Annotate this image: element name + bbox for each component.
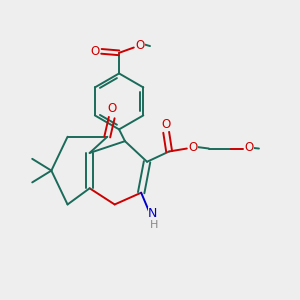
Text: O: O <box>244 141 254 154</box>
Text: O: O <box>189 141 198 154</box>
Text: O: O <box>107 102 116 115</box>
Text: O: O <box>90 45 100 58</box>
Text: H: H <box>150 220 158 230</box>
Text: N: N <box>148 207 157 220</box>
Text: O: O <box>162 118 171 130</box>
Text: O: O <box>136 39 145 52</box>
